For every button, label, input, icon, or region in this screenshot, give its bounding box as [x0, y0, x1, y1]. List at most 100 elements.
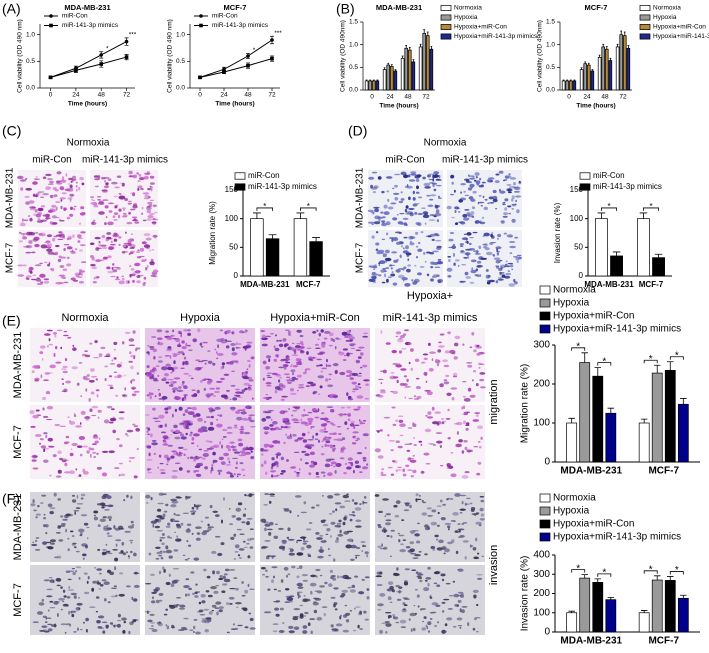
cell	[159, 536, 166, 539]
cell	[102, 516, 107, 519]
cell	[122, 214, 128, 218]
cell	[224, 568, 230, 572]
cell	[445, 374, 450, 378]
cell	[226, 431, 233, 434]
significance: *	[253, 47, 256, 54]
cell	[451, 352, 456, 355]
cell	[263, 611, 270, 614]
cell	[69, 250, 76, 253]
cell	[166, 348, 173, 352]
cell	[192, 338, 197, 343]
legend-label: miR-141-3p mimics	[212, 22, 269, 29]
cell	[118, 552, 124, 554]
legend-label: Hypoxia	[553, 298, 590, 309]
cell	[113, 357, 117, 360]
cell	[508, 212, 512, 215]
cell	[362, 433, 369, 437]
cell	[398, 539, 401, 543]
cell	[96, 452, 99, 455]
cell	[428, 178, 434, 181]
cell	[307, 420, 313, 423]
cell	[90, 391, 95, 395]
cell	[151, 625, 154, 627]
cell	[270, 418, 273, 421]
cell	[347, 457, 353, 461]
cell	[486, 280, 490, 282]
cell	[191, 442, 195, 445]
cell	[118, 195, 126, 200]
cell	[428, 173, 435, 176]
cell	[446, 267, 453, 272]
cell	[129, 247, 135, 249]
cell	[238, 442, 244, 447]
cell	[355, 519, 362, 523]
cell	[475, 176, 478, 179]
cell	[68, 177, 73, 181]
cell	[454, 603, 460, 607]
cell	[420, 470, 425, 474]
micrograph-bg	[375, 328, 485, 402]
cell	[387, 276, 392, 278]
cell	[185, 495, 188, 500]
cell	[380, 390, 386, 394]
cell	[346, 392, 349, 396]
cell	[121, 341, 125, 345]
cell	[109, 417, 117, 422]
error-bar	[594, 578, 602, 583]
cell	[31, 278, 37, 281]
cell	[60, 515, 64, 518]
cell	[495, 280, 499, 284]
cell	[97, 615, 105, 619]
cell	[402, 333, 407, 336]
cell	[84, 350, 88, 352]
significance-bracket	[643, 359, 658, 364]
cell	[147, 215, 154, 219]
cell	[80, 497, 84, 500]
cell	[216, 357, 219, 360]
panel-label: (F)	[2, 491, 20, 507]
cell	[304, 368, 307, 373]
cell	[381, 281, 386, 284]
cell	[56, 555, 62, 559]
cell	[56, 182, 63, 185]
cell	[274, 354, 280, 357]
y-tick-label: 0.0	[546, 87, 555, 94]
cell	[368, 221, 375, 224]
cell	[351, 539, 354, 543]
cell	[418, 440, 423, 443]
cell	[201, 457, 206, 460]
cell	[115, 594, 118, 597]
cell	[91, 405, 99, 409]
micrograph	[30, 328, 141, 402]
cell	[385, 522, 391, 526]
cell	[198, 428, 202, 431]
cell	[241, 581, 245, 584]
cell	[78, 186, 81, 191]
cell	[514, 195, 522, 198]
cell	[152, 269, 159, 273]
cell	[111, 408, 115, 411]
cell	[390, 535, 393, 538]
cell	[396, 241, 401, 245]
cell	[147, 610, 149, 615]
cell	[443, 364, 450, 368]
cell	[335, 623, 343, 627]
cell	[377, 394, 384, 398]
cell	[482, 243, 487, 246]
error-bar	[312, 237, 320, 242]
cell	[421, 207, 426, 209]
error-bar	[602, 43, 605, 47]
cell	[402, 597, 409, 599]
cell	[293, 451, 300, 453]
error-bar	[591, 69, 594, 71]
micrograph	[29, 405, 141, 479]
cell	[459, 627, 462, 629]
cell	[310, 426, 313, 430]
cell	[450, 193, 454, 196]
cell	[66, 246, 73, 250]
cell	[243, 374, 248, 376]
cell	[228, 460, 231, 464]
cell	[115, 543, 118, 547]
cell	[57, 613, 59, 617]
cell	[156, 530, 164, 532]
